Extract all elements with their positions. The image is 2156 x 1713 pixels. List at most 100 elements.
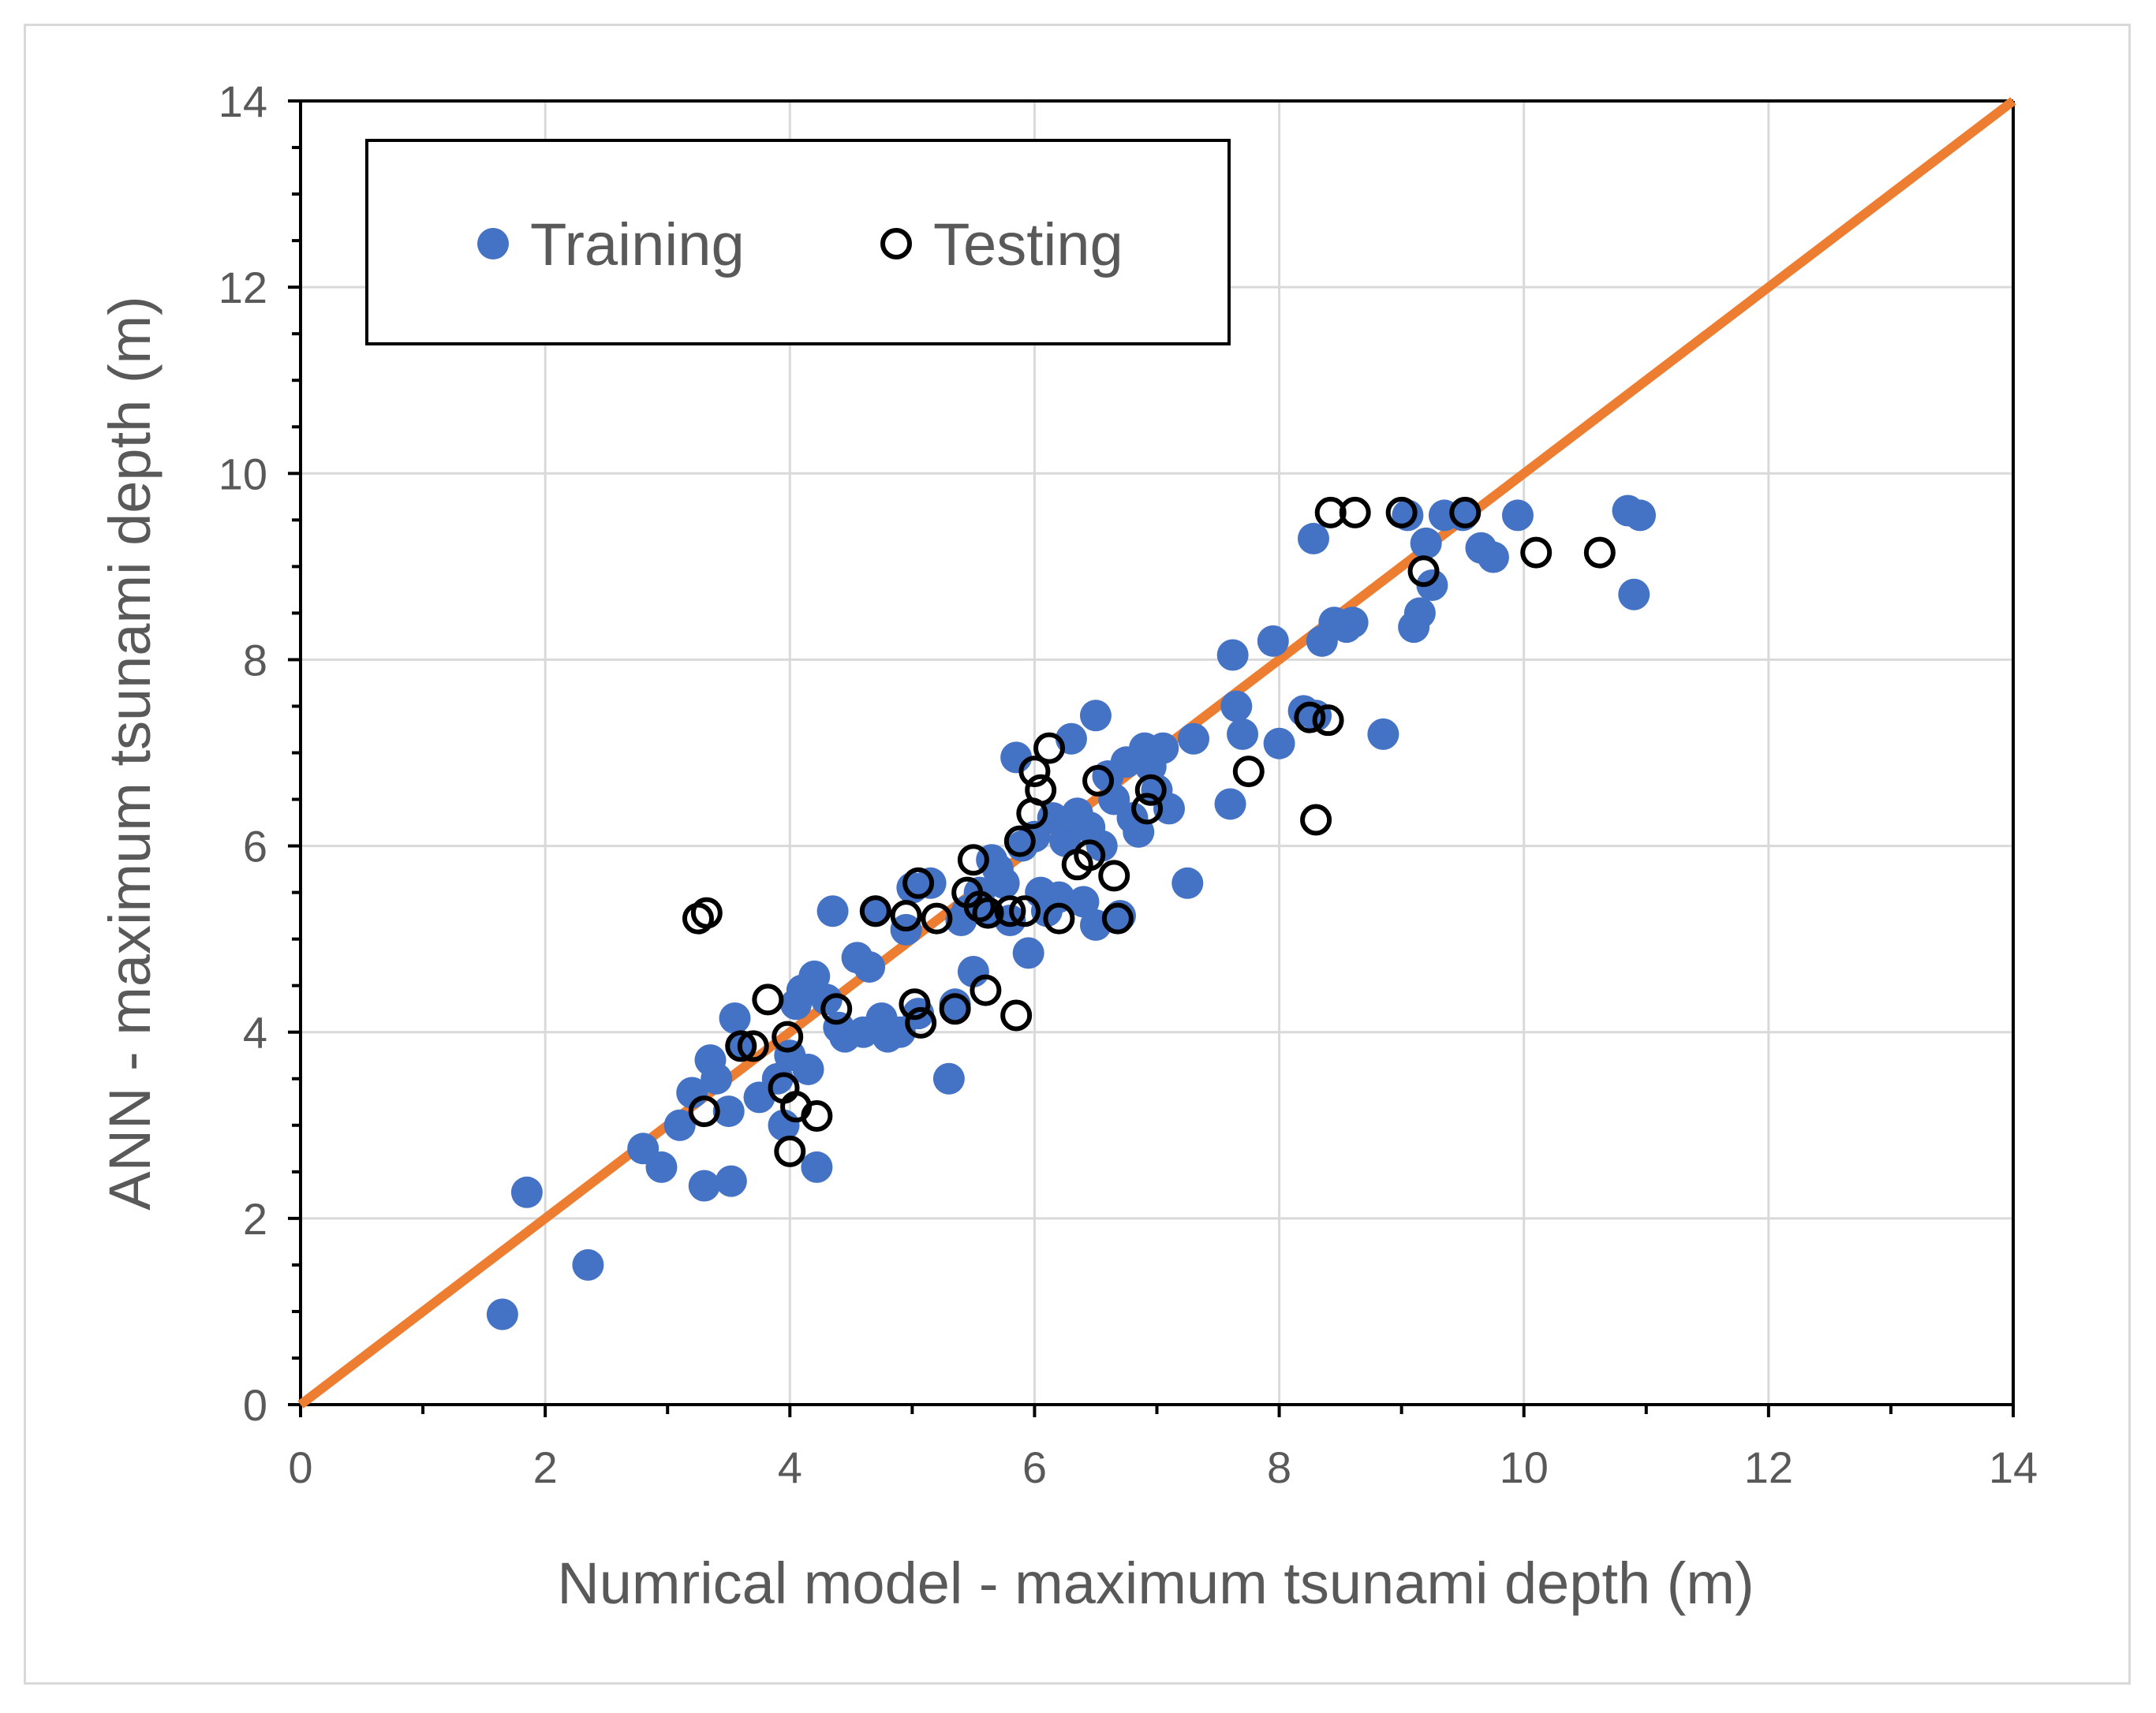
y-tick-label: 12 (219, 263, 267, 312)
testing-point (905, 1006, 937, 1039)
training-point (1367, 718, 1399, 750)
training-point (854, 951, 886, 983)
training-point (719, 1002, 751, 1035)
y-tick-label: 14 (219, 77, 267, 126)
training-point (988, 867, 1020, 899)
testing-point (1033, 732, 1066, 764)
testing-point (737, 1030, 769, 1062)
training-point (688, 1170, 720, 1202)
axes (288, 99, 2015, 1417)
training-point (701, 1062, 733, 1095)
testing-point (690, 897, 723, 929)
testing-point (1385, 496, 1418, 528)
testing-point (1520, 536, 1553, 569)
testing-point (725, 1030, 757, 1062)
testing-point (1294, 701, 1326, 733)
training-point (1297, 522, 1329, 554)
x-tick-label: 10 (1500, 1442, 1549, 1492)
training-point (1171, 867, 1204, 899)
testing-point (1000, 999, 1033, 1032)
testing-point (970, 974, 1002, 1006)
training-point (792, 1053, 824, 1085)
x-tick-label: 6 (1022, 1442, 1047, 1492)
testing-point (1101, 902, 1134, 935)
testing-point (1074, 839, 1106, 871)
y-tick-label: 10 (219, 449, 267, 498)
training-point (801, 1151, 833, 1183)
testing-point (1339, 496, 1371, 528)
testing-point (921, 902, 953, 935)
legend-testing-label: Testing (933, 211, 1123, 278)
training-point (572, 1248, 604, 1281)
testing-point (1232, 756, 1265, 788)
testing-point (1025, 774, 1057, 806)
training-point (1410, 527, 1442, 559)
testing-point (801, 1099, 833, 1132)
training-point (663, 1109, 696, 1141)
training-point (1618, 578, 1650, 610)
testing-point (890, 900, 922, 932)
testing-point (774, 1135, 806, 1167)
x-axis-title: Numrical model - maximum tsunami depth (… (557, 1551, 1754, 1616)
training-point (486, 1298, 518, 1330)
training-point (1147, 732, 1179, 764)
training-point (510, 1176, 543, 1208)
training-point (1049, 825, 1082, 857)
testing-point (1449, 496, 1482, 528)
legend-box (365, 139, 1231, 345)
training-point (1403, 597, 1436, 629)
legend-training-label: Training (530, 211, 745, 278)
x-tick-label: 14 (1989, 1442, 2038, 1492)
legend-testing-marker (880, 228, 912, 259)
testing-point (963, 890, 996, 923)
legend: Training Testing (365, 139, 1231, 345)
testing-point (1583, 536, 1616, 569)
testing-point (1131, 793, 1164, 825)
x-tick-label: 12 (1744, 1442, 1793, 1492)
training-point (1416, 569, 1448, 601)
testing-point (1082, 764, 1115, 797)
data-points (486, 494, 1657, 1330)
testing-point (902, 867, 935, 899)
training-point (1220, 690, 1253, 722)
training-point (1227, 718, 1259, 750)
testing-point (1098, 860, 1130, 892)
testing-point (688, 1095, 720, 1128)
testing-point (859, 895, 891, 927)
training-point (1216, 639, 1249, 671)
training-point (1067, 886, 1100, 918)
x-tick-label: 4 (778, 1442, 802, 1492)
x-tick-label: 0 (288, 1442, 312, 1492)
testing-point (972, 897, 1004, 929)
testing-point (957, 844, 989, 876)
training-point (1624, 499, 1657, 532)
training-point (645, 1151, 678, 1183)
training-point (715, 1165, 747, 1197)
y-tick-label: 4 (243, 1008, 267, 1058)
training-point (712, 1095, 745, 1128)
training-point (932, 1062, 965, 1095)
testing-point (899, 988, 931, 1021)
testing-point (994, 895, 1026, 927)
y-tick-label: 6 (243, 822, 267, 871)
testing-point (772, 1021, 804, 1053)
training-point (1214, 788, 1246, 820)
training-point (1079, 700, 1112, 732)
testing-point (1003, 825, 1036, 857)
testing-point (1009, 895, 1041, 927)
testing-point (939, 993, 971, 1025)
training-point (1012, 937, 1044, 969)
y-axis-title: ANN - maximum tsunami depth (m) (97, 296, 163, 1211)
testing-point (1312, 704, 1344, 737)
y-tick-label: 2 (243, 1194, 267, 1244)
y-tick-label: 0 (243, 1380, 267, 1430)
testing-point (1300, 804, 1332, 836)
testing-point (1018, 756, 1051, 788)
x-tick-label: 8 (1267, 1442, 1291, 1492)
testing-point (1043, 902, 1075, 935)
training-point (1501, 499, 1534, 532)
x-tick-label: 2 (533, 1442, 558, 1492)
training-point (1257, 625, 1289, 657)
training-point (1336, 606, 1369, 639)
